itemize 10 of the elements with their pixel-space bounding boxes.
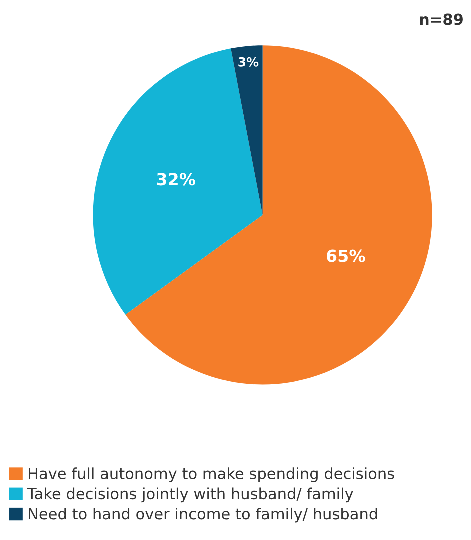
pie-slice bbox=[93, 48, 263, 315]
text: n=89 bbox=[420, 14, 463, 26]
data-label: 65% bbox=[327, 250, 366, 262]
legend-label: Have full autonomy to make spending decisions bbox=[29, 468, 394, 482]
pie-slice bbox=[126, 46, 432, 385]
legend-label: Need to hand over income to family/ husband bbox=[29, 508, 378, 523]
pie-slice bbox=[231, 46, 263, 216]
legend-label: Take decisions jointly with husband/ family bbox=[27, 488, 354, 503]
data-label: 3% bbox=[238, 57, 259, 67]
data-label: 32% bbox=[157, 173, 196, 186]
